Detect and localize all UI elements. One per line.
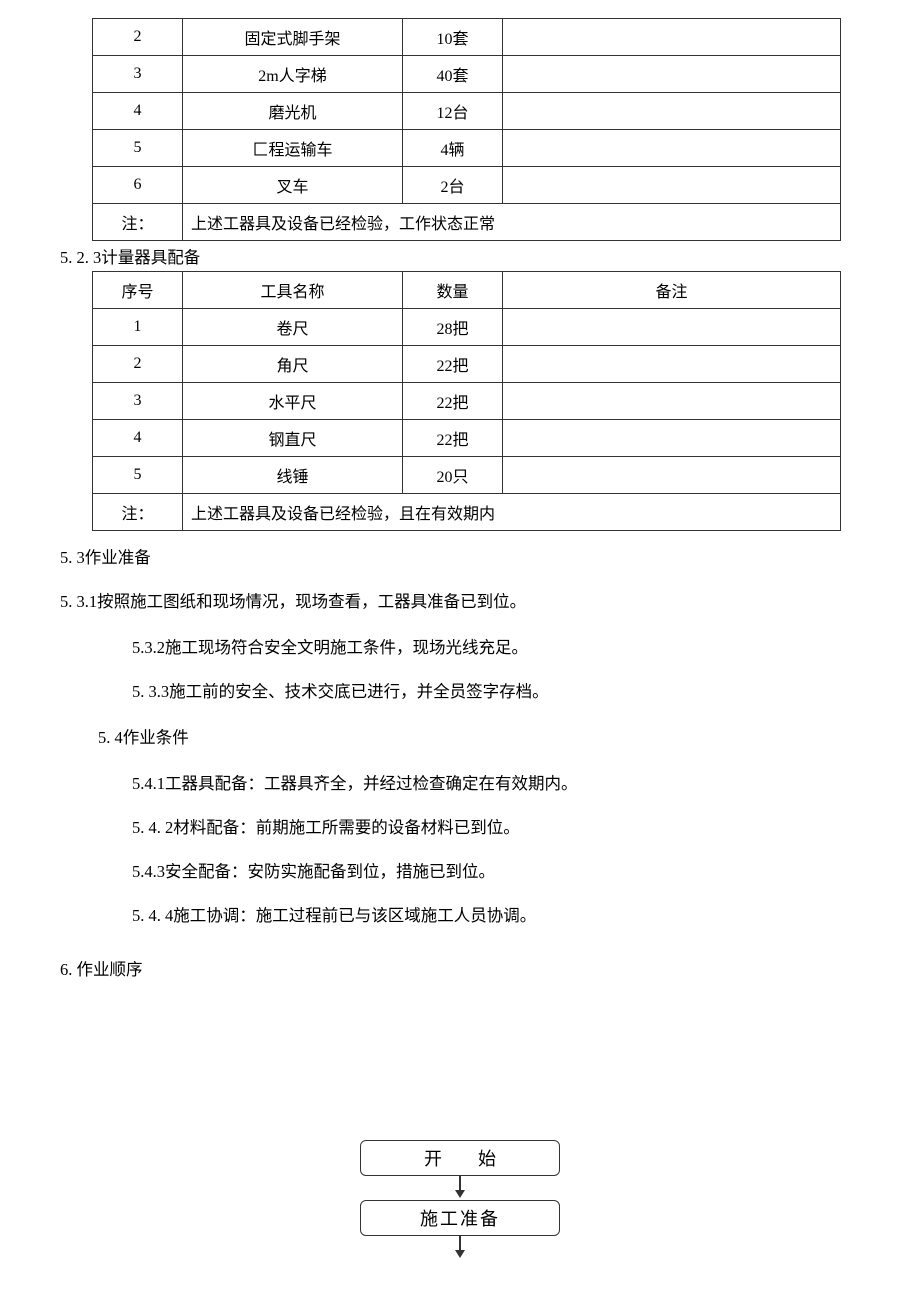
table-row: 1 卷尺 28把 bbox=[93, 309, 841, 346]
cell-qty: 2台 bbox=[403, 167, 503, 204]
cell-note bbox=[503, 457, 841, 494]
cell-name: 2m人字梯 bbox=[183, 56, 403, 93]
paragraph-5-4-1: 5.4.1工器具配备：工器具齐全，并经过检查确定在有效期内。 bbox=[132, 770, 920, 794]
heading-5-4: 5. 4作业条件 bbox=[98, 724, 920, 748]
cell-note bbox=[503, 56, 841, 93]
cell-name: 钢直尺 bbox=[183, 420, 403, 457]
table-row: 2 角尺 22把 bbox=[93, 346, 841, 383]
cell-qty: 40套 bbox=[403, 56, 503, 93]
flow-arrow-icon bbox=[455, 1176, 465, 1200]
cell-num: 5 bbox=[93, 130, 183, 167]
footer-text: 上述工器具及设备已经检验，且在有效期内 bbox=[183, 494, 841, 531]
header-qty: 数量 bbox=[403, 272, 503, 309]
footer-label: 注： bbox=[93, 204, 183, 241]
paragraph-5-3-3: 5. 3.3施工前的安全、技术交底已进行，并全员签字存档。 bbox=[132, 678, 920, 702]
cell-note bbox=[503, 346, 841, 383]
header-num: 序号 bbox=[93, 272, 183, 309]
heading-5-3: 5. 3作业准备 bbox=[60, 541, 920, 574]
cell-name: 线锤 bbox=[183, 457, 403, 494]
cell-note bbox=[503, 130, 841, 167]
table-row: 4 磨光机 12台 bbox=[93, 93, 841, 130]
table-row: 6 叉车 2台 bbox=[93, 167, 841, 204]
flow-arrow-icon bbox=[455, 1236, 465, 1260]
flow-node-prepare-label: 施工准备 bbox=[420, 1205, 500, 1231]
measuring-tools-table: 序号 工具名称 数量 备注 1 卷尺 28把 2 角尺 22把 3 水平尺 22… bbox=[92, 271, 841, 531]
heading-5-2-3: 5. 2. 3计量器具配备 bbox=[60, 245, 920, 271]
cell-name: 角尺 bbox=[183, 346, 403, 383]
footer-text: 上述工器具及设备已经检验，工作状态正常 bbox=[183, 204, 841, 241]
cell-qty: 22把 bbox=[403, 346, 503, 383]
table-row: 3 水平尺 22把 bbox=[93, 383, 841, 420]
heading-6: 6. 作业顺序 bbox=[60, 956, 920, 980]
cell-num: 2 bbox=[93, 346, 183, 383]
cell-note bbox=[503, 420, 841, 457]
table-row: 5 匚程运输车 4辆 bbox=[93, 130, 841, 167]
cell-qty: 10套 bbox=[403, 19, 503, 56]
table-row: 2 固定式脚手架 10套 bbox=[93, 19, 841, 56]
cell-qty: 12台 bbox=[403, 93, 503, 130]
paragraph-5-4-2: 5. 4. 2材料配备：前期施工所需要的设备材料已到位。 bbox=[132, 814, 920, 838]
cell-num: 3 bbox=[93, 383, 183, 420]
equipment-table-1: 2 固定式脚手架 10套 3 2m人字梯 40套 4 磨光机 12台 5 匚程运… bbox=[92, 18, 841, 241]
flow-node-start-label: 开始 bbox=[388, 1145, 532, 1171]
cell-note bbox=[503, 383, 841, 420]
header-note: 备注 bbox=[503, 272, 841, 309]
paragraph-5-4-3: 5.4.3安全配备：安防实施配备到位，措施已到位。 bbox=[132, 858, 920, 882]
table-row: 4 钢直尺 22把 bbox=[93, 420, 841, 457]
table-row: 5 线锤 20只 bbox=[93, 457, 841, 494]
cell-num: 2 bbox=[93, 19, 183, 56]
cell-qty: 20只 bbox=[403, 457, 503, 494]
header-name: 工具名称 bbox=[183, 272, 403, 309]
paragraph-5-3-2: 5.3.2施工现场符合安全文明施工条件，现场光线充足。 bbox=[132, 634, 920, 658]
cell-name: 卷尺 bbox=[183, 309, 403, 346]
cell-num: 1 bbox=[93, 309, 183, 346]
cell-num: 6 bbox=[93, 167, 183, 204]
cell-qty: 22把 bbox=[403, 383, 503, 420]
footer-label: 注： bbox=[93, 494, 183, 531]
cell-qty: 22把 bbox=[403, 420, 503, 457]
cell-note bbox=[503, 19, 841, 56]
cell-name: 匚程运输车 bbox=[183, 130, 403, 167]
cell-num: 4 bbox=[93, 420, 183, 457]
flowchart: 开始 施工准备 bbox=[0, 1140, 920, 1260]
cell-num: 5 bbox=[93, 457, 183, 494]
cell-note bbox=[503, 309, 841, 346]
cell-name: 水平尺 bbox=[183, 383, 403, 420]
cell-name: 磨光机 bbox=[183, 93, 403, 130]
cell-qty: 4辆 bbox=[403, 130, 503, 167]
cell-name: 叉车 bbox=[183, 167, 403, 204]
cell-qty: 28把 bbox=[403, 309, 503, 346]
cell-note bbox=[503, 93, 841, 130]
cell-name: 固定式脚手架 bbox=[183, 19, 403, 56]
cell-note bbox=[503, 167, 841, 204]
table-row: 3 2m人字梯 40套 bbox=[93, 56, 841, 93]
table-footer: 注： 上述工器具及设备已经检验，工作状态正常 bbox=[93, 204, 841, 241]
table-footer: 注： 上述工器具及设备已经检验，且在有效期内 bbox=[93, 494, 841, 531]
flow-node-start: 开始 bbox=[360, 1140, 560, 1176]
flow-node-prepare: 施工准备 bbox=[360, 1200, 560, 1236]
cell-num: 3 bbox=[93, 56, 183, 93]
paragraph-5-3-1: 5. 3.1按照施工图纸和现场情况，现场查看，工器具准备已到位。 bbox=[60, 588, 920, 612]
paragraph-5-4-4: 5. 4. 4施工协调：施工过程前已与该区域施工人员协调。 bbox=[132, 902, 920, 926]
table-header: 序号 工具名称 数量 备注 bbox=[93, 272, 841, 309]
cell-num: 4 bbox=[93, 93, 183, 130]
